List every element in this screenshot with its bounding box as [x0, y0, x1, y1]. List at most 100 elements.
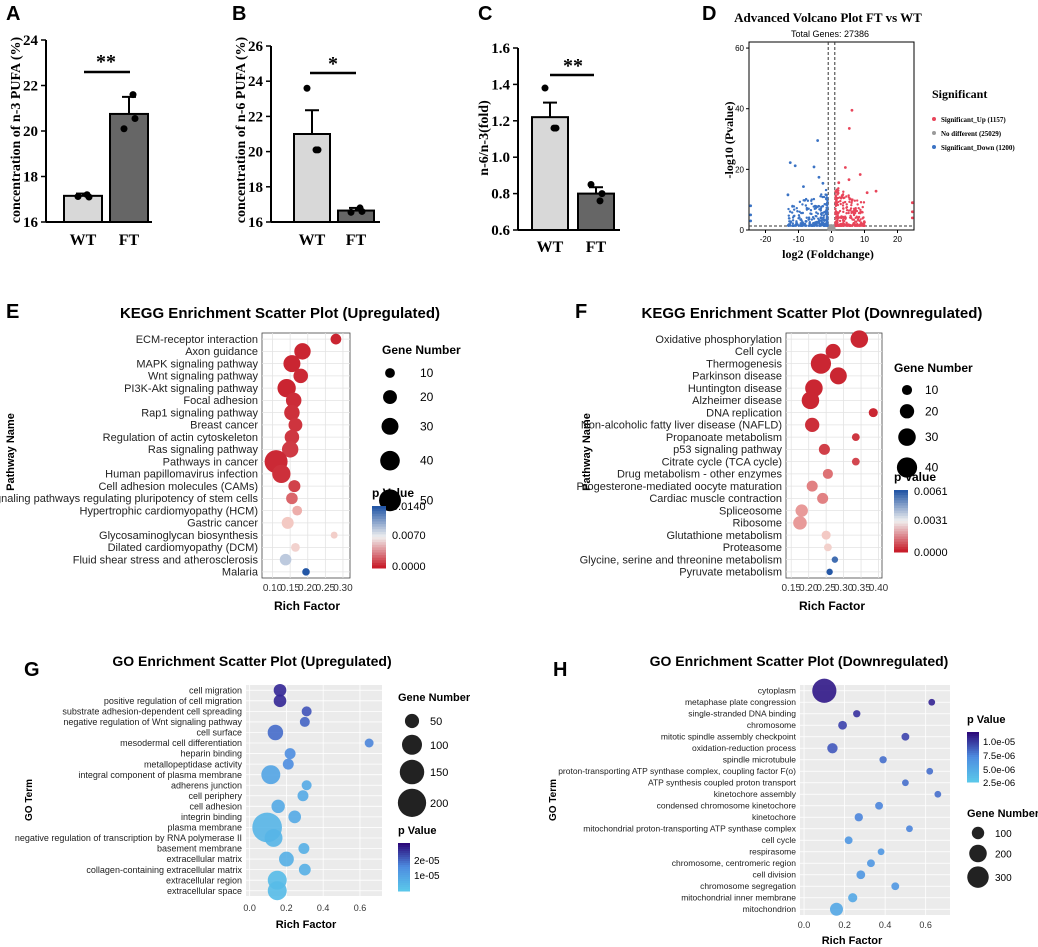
gene-point-up	[853, 199, 857, 202]
y-tick-label: 20	[735, 165, 744, 174]
gene-point-down	[801, 223, 804, 226]
enrichment-dot	[934, 790, 942, 798]
colorbar-segment	[398, 885, 410, 888]
term-label: mitochondrion	[743, 904, 797, 914]
colorbar-segment	[894, 523, 908, 527]
legend-swatch-nd	[932, 131, 936, 135]
enrichment-dot	[793, 516, 807, 530]
gene-point-up	[856, 223, 859, 226]
chart-title: KEGG Enrichment Scatter Plot (Downregula…	[642, 305, 983, 322]
gene-point-down	[811, 215, 815, 219]
data-point	[347, 208, 355, 216]
gene-point-down	[812, 221, 815, 225]
gene-point-down	[798, 216, 801, 219]
chart-title: KEGG Enrichment Scatter Plot (Upregulate…	[120, 305, 440, 322]
enrichment-dot	[283, 355, 301, 373]
gene-point-down	[822, 216, 825, 219]
gene-point-down	[749, 219, 753, 223]
gene-point-down	[818, 219, 821, 223]
enrichment-dot	[848, 893, 858, 903]
colorbar-segment	[894, 533, 908, 537]
y-tick-label: 24	[23, 33, 39, 49]
term-label: Breast cancer	[190, 420, 258, 432]
enrichment-dot	[302, 568, 310, 576]
gene-point-down	[815, 215, 818, 218]
gene-point-down	[823, 210, 826, 214]
gene-point-nd	[830, 227, 834, 230]
x-tick-label: 0.4	[317, 903, 330, 913]
legend-swatch-down	[932, 145, 936, 149]
colorbar-segment	[967, 742, 979, 745]
colorbar-segment	[372, 534, 386, 538]
gene-point-down	[804, 219, 808, 223]
colorbar-segment	[967, 746, 979, 750]
enrichment-dot	[829, 367, 847, 385]
gene-point-up	[848, 224, 851, 227]
colorbar-segment	[398, 887, 410, 890]
gene-point-down	[808, 220, 811, 224]
gene-point-up	[840, 215, 843, 218]
enrichment-dot	[901, 732, 910, 741]
gene-point-down	[825, 215, 829, 218]
gene-point-up	[849, 209, 852, 212]
gene-point-up	[850, 203, 853, 207]
gene-point-up	[855, 199, 859, 202]
term-label: chromosome	[747, 720, 796, 730]
color-legend-title: p Value	[894, 470, 936, 484]
y-axis-label: -log10 (Pvalue)	[722, 102, 736, 179]
colorbar-segment	[372, 518, 386, 522]
plot-panel	[246, 685, 382, 896]
data-point	[596, 197, 604, 205]
term-label: Cell cycle	[735, 346, 782, 358]
term-label: mitochondrial proton-transporting ATP sy…	[583, 824, 797, 834]
gene-point-down	[810, 202, 813, 205]
enrichment-dot	[851, 457, 860, 466]
legend-label-down: Significant_Down (1200)	[941, 144, 1015, 152]
panel-letter-a: A	[6, 3, 20, 25]
gene-point-up	[850, 211, 853, 215]
size-legend-label: 10	[420, 366, 434, 380]
colorbar-segment	[398, 889, 410, 892]
colorbar-segment	[967, 777, 979, 781]
gene-point-down	[788, 210, 792, 213]
gene-point-up	[838, 209, 842, 213]
bar-chart-c: n-6/n-3(fold) 0.6 0.8 1.0 1.2 1.4 1.6 ** WT F…	[477, 41, 620, 256]
bar-chart-b: concentration of n-6 PUFA (%) 16 18 20 22 24…	[234, 36, 380, 249]
gene-point-up	[843, 200, 847, 204]
gene-point-up	[857, 224, 861, 227]
gene-point-down	[801, 211, 805, 215]
size-legend-label: 150	[430, 767, 448, 779]
gene-point-down	[825, 194, 828, 197]
x-tick-label: 0.15	[782, 583, 802, 594]
gene-point-down	[801, 203, 804, 206]
enrichment-dot	[810, 353, 832, 374]
enrichment-dot	[299, 716, 310, 727]
x-tick-label: 0.4	[879, 920, 892, 930]
colorbar-segment	[894, 544, 908, 548]
gene-point-down	[819, 195, 822, 198]
gene-point-up	[839, 199, 842, 203]
colorbar-segment	[894, 526, 908, 530]
colorbar-segment	[398, 877, 410, 880]
y-tick-label: 18	[248, 180, 263, 196]
colorbar-segment	[372, 521, 386, 525]
term-label: Axon guidance	[185, 346, 258, 358]
term-label: Human papillomavirus infection	[105, 469, 258, 481]
colorbar-segment	[398, 849, 410, 852]
colorbar-segment	[372, 506, 386, 510]
gene-point-down	[824, 218, 828, 222]
enrichment-dot	[281, 441, 299, 458]
gene-point-down	[822, 218, 825, 222]
term-label: Cell adhesion molecules (CAMs)	[98, 481, 258, 493]
term-label: DNA replication	[706, 407, 782, 419]
enrichment-dot	[330, 333, 342, 345]
colorbar-segment	[398, 869, 410, 872]
colorbar-segment	[372, 552, 386, 556]
enrichment-dot	[279, 553, 292, 566]
size-legend-label: 50	[430, 716, 442, 728]
term-label: ECM-receptor interaction	[136, 334, 258, 346]
y-axis-label: concentration of n-6 PUFA (%)	[234, 36, 249, 223]
term-label: Alzheimer disease	[692, 395, 782, 407]
data-point	[598, 190, 606, 198]
gene-point-up	[910, 201, 914, 205]
